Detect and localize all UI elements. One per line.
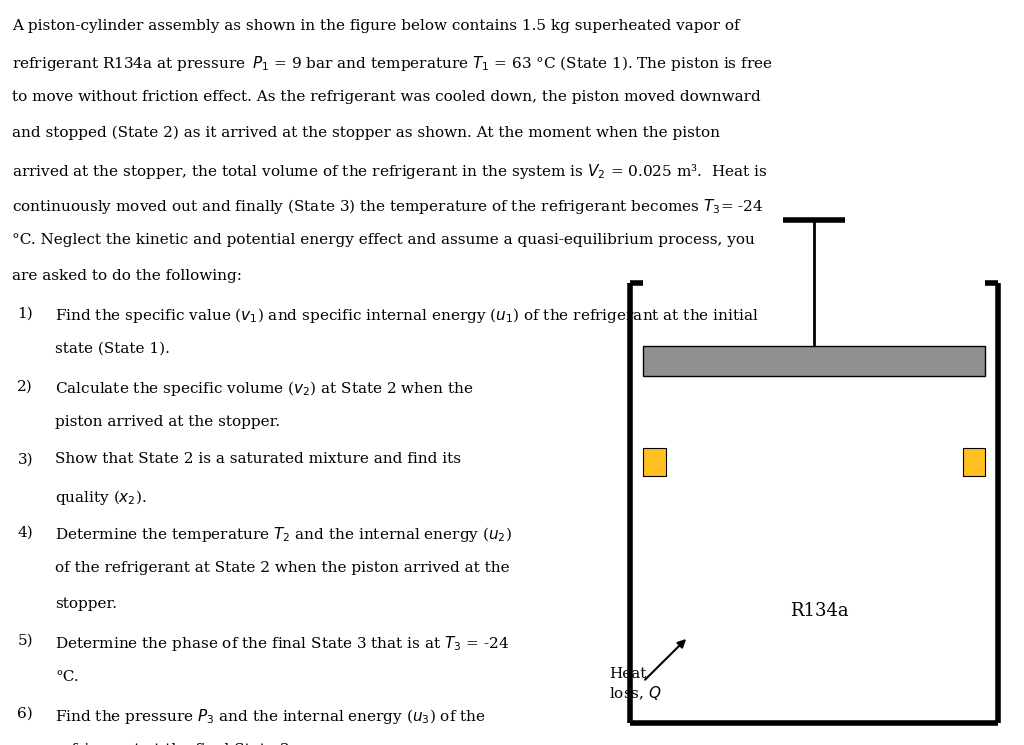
Text: 3): 3)	[17, 452, 33, 466]
Text: of the refrigerant at State 2 when the piston arrived at the: of the refrigerant at State 2 when the p…	[55, 561, 510, 575]
Text: arrived at the stopper, the total volume of the refrigerant in the system is $V_: arrived at the stopper, the total volume…	[12, 162, 768, 181]
Text: Determine the temperature $T_2$ and the internal energy ($u_2$): Determine the temperature $T_2$ and the …	[55, 525, 512, 545]
Text: R134a: R134a	[790, 602, 849, 620]
Text: Heat
loss, $Q$: Heat loss, $Q$	[609, 667, 663, 702]
Text: 2): 2)	[17, 379, 33, 393]
Text: Find the pressure $P_3$ and the internal energy ($u_3$) of the: Find the pressure $P_3$ and the internal…	[55, 707, 486, 726]
Text: Show that State 2 is a saturated mixture and find its: Show that State 2 is a saturated mixture…	[55, 452, 461, 466]
Bar	[643, 346, 985, 376]
Text: °C.: °C.	[55, 670, 79, 684]
Text: and stopped (State 2) as it arrived at the stopper as shown. At the moment when : and stopped (State 2) as it arrived at t…	[12, 126, 720, 140]
Bar	[643, 448, 666, 476]
Text: refrigerant at the final State 3.: refrigerant at the final State 3.	[55, 743, 295, 745]
Text: 1): 1)	[17, 306, 33, 320]
Bar	[963, 448, 985, 476]
Text: piston arrived at the stopper.: piston arrived at the stopper.	[55, 415, 281, 429]
Text: A piston-cylinder assembly as shown in the figure below contains 1.5 kg superhea: A piston-cylinder assembly as shown in t…	[12, 19, 740, 33]
Text: continuously moved out and finally (State 3) the temperature of the refrigerant : continuously moved out and finally (Stat…	[12, 197, 764, 217]
Text: Determine the phase of the final State 3 that is at $T_3$ = -24: Determine the phase of the final State 3…	[55, 634, 510, 653]
Text: to move without friction effect. As the refrigerant was cooled down, the piston : to move without friction effect. As the …	[12, 90, 761, 104]
Text: 4): 4)	[17, 525, 33, 539]
Text: °C. Neglect the kinetic and potential energy effect and assume a quasi-equilibri: °C. Neglect the kinetic and potential en…	[12, 233, 755, 247]
Text: refrigerant R134a at pressure  $P_1$ = 9 bar and temperature $T_1$ = 63 °C (Stat: refrigerant R134a at pressure $P_1$ = 9 …	[12, 54, 773, 74]
Text: state (State 1).: state (State 1).	[55, 342, 170, 356]
Text: 5): 5)	[17, 634, 33, 648]
Text: Calculate the specific volume ($v_2$) at State 2 when the: Calculate the specific volume ($v_2$) at…	[55, 379, 474, 399]
Text: Find the specific value ($v_1$) and specific internal energy ($u_1$) of the refr: Find the specific value ($v_1$) and spec…	[55, 306, 759, 326]
Text: quality ($x_2$).: quality ($x_2$).	[55, 488, 146, 507]
Text: 6): 6)	[17, 707, 33, 721]
Text: are asked to do the following:: are asked to do the following:	[12, 269, 243, 283]
Text: stopper.: stopper.	[55, 597, 118, 611]
